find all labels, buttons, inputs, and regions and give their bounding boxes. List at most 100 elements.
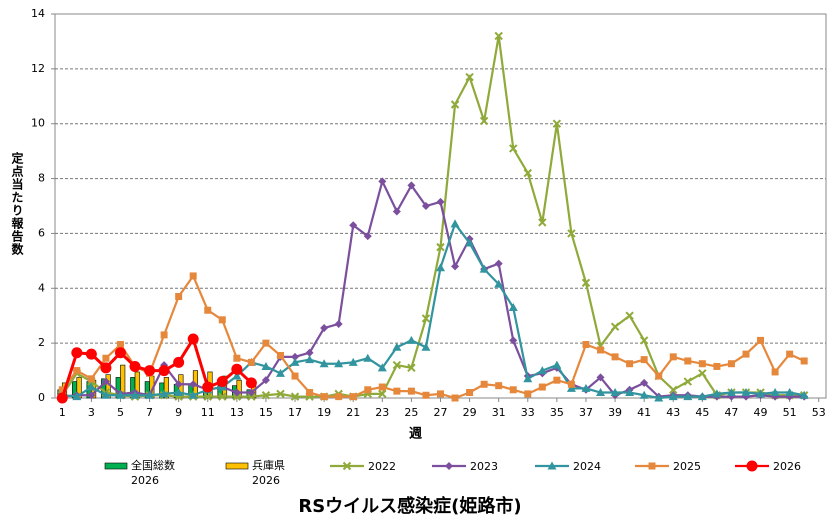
marker <box>436 242 445 252</box>
marker <box>655 372 663 380</box>
legend-label: 兵庫県 2026 <box>252 459 285 487</box>
marker <box>204 306 212 314</box>
legend-marker <box>648 462 656 470</box>
marker <box>232 392 242 401</box>
legend-label: 2023 <box>470 460 498 473</box>
series <box>58 31 809 401</box>
legend-item <box>432 462 466 470</box>
marker <box>596 388 606 397</box>
marker <box>188 390 198 399</box>
marker <box>290 392 300 401</box>
marker <box>538 218 547 227</box>
marker <box>305 348 314 357</box>
marker <box>101 390 111 399</box>
y-tick-label: 14 <box>31 7 45 20</box>
marker <box>247 392 256 401</box>
marker <box>233 354 241 362</box>
marker <box>683 392 693 401</box>
series <box>58 272 808 402</box>
legend-marker <box>547 461 557 470</box>
marker <box>247 388 256 397</box>
marker <box>58 386 66 394</box>
marker <box>421 314 431 323</box>
marker <box>436 197 445 206</box>
marker <box>712 389 722 398</box>
legend-marker <box>746 460 758 472</box>
marker <box>509 144 518 153</box>
y-tick-label: 12 <box>31 62 45 75</box>
marker <box>393 387 401 395</box>
marker <box>276 351 284 359</box>
marker <box>436 263 445 272</box>
marker <box>363 232 372 241</box>
marker <box>524 390 532 398</box>
marker <box>247 358 255 366</box>
marker <box>189 380 198 389</box>
marker <box>451 262 460 271</box>
marker <box>114 347 126 359</box>
marker <box>727 360 735 368</box>
marker <box>450 100 460 109</box>
marker <box>552 119 562 128</box>
marker <box>422 391 430 399</box>
legend-label: 2025 <box>673 460 701 473</box>
marker <box>144 365 156 377</box>
marker <box>538 383 546 391</box>
marker <box>697 392 707 401</box>
marker <box>378 177 387 186</box>
marker <box>72 392 82 401</box>
line <box>61 35 805 398</box>
marker <box>334 319 343 328</box>
marker <box>85 348 97 360</box>
marker <box>509 386 517 394</box>
marker <box>626 360 634 368</box>
marker <box>145 390 155 399</box>
marker <box>625 388 635 397</box>
legend-item <box>635 462 669 470</box>
marker <box>596 373 605 382</box>
marker <box>377 363 387 372</box>
marker <box>523 374 533 383</box>
marker <box>466 389 474 397</box>
legend-item <box>225 462 249 470</box>
marker <box>261 376 270 385</box>
marker <box>567 380 575 388</box>
legend-marker <box>445 462 453 470</box>
line <box>62 178 805 398</box>
series <box>57 219 809 402</box>
marker <box>392 342 402 351</box>
legend-label: 2022 <box>368 460 396 473</box>
marker <box>392 207 401 216</box>
marker <box>494 31 503 41</box>
marker <box>668 392 678 401</box>
marker <box>56 392 68 404</box>
x-tick-label: 11 <box>201 406 215 419</box>
marker <box>290 357 300 366</box>
marker <box>407 363 416 373</box>
marker <box>335 393 343 401</box>
marker <box>669 353 677 361</box>
marker <box>291 372 299 380</box>
marker <box>348 357 358 366</box>
x-tick-label: 29 <box>463 406 477 419</box>
marker <box>87 391 96 400</box>
legend-marker <box>342 461 352 471</box>
marker <box>625 311 634 320</box>
legend-swatch <box>225 462 249 470</box>
marker <box>741 388 751 397</box>
x-tick-label: 19 <box>317 406 331 419</box>
marker <box>202 381 214 393</box>
marker <box>71 347 83 359</box>
x-tick-label: 53 <box>812 406 826 419</box>
marker <box>479 116 489 126</box>
legend-item <box>735 460 769 472</box>
marker <box>349 393 357 401</box>
line <box>61 273 805 400</box>
x-axis-label: 週 <box>409 427 422 442</box>
marker <box>116 341 124 349</box>
marker <box>597 346 605 354</box>
legend-label: 2024 <box>573 460 601 473</box>
x-tick-label: 21 <box>346 406 360 419</box>
